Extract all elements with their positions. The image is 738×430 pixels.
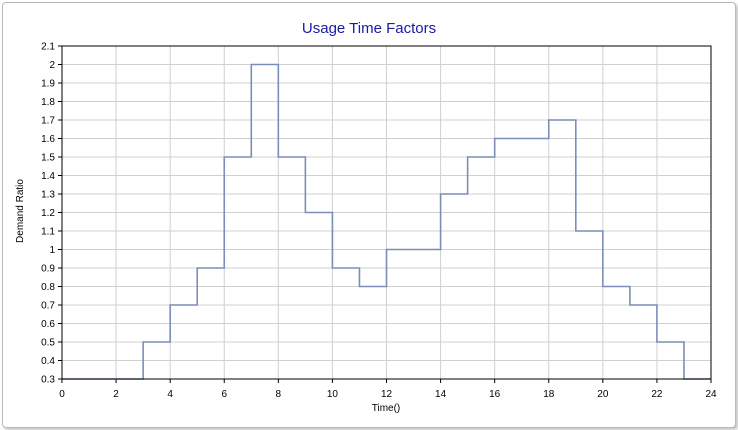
y-tick-label: 0.7 bbox=[41, 301, 55, 312]
y-tick-label: 0.8 bbox=[41, 282, 55, 293]
y-tick-label: 1.2 bbox=[41, 208, 55, 219]
x-tick-label: 18 bbox=[543, 389, 555, 400]
y-tick-label: 2 bbox=[49, 60, 55, 71]
x-tick-label: 6 bbox=[221, 389, 227, 400]
y-tick-label: 1.6 bbox=[41, 134, 55, 145]
x-tick-label: 16 bbox=[489, 389, 501, 400]
y-tick-label: 0.3 bbox=[41, 375, 55, 386]
x-tick-label: 0 bbox=[59, 389, 65, 400]
x-tick-label: 8 bbox=[276, 389, 282, 400]
x-tick-label: 14 bbox=[435, 389, 447, 400]
y-tick-label: 2.1 bbox=[41, 42, 55, 53]
x-tick-label: 12 bbox=[381, 389, 393, 400]
x-tick-label: 4 bbox=[167, 389, 173, 400]
y-tick-label: 0.6 bbox=[41, 319, 55, 330]
x-tick-label: 22 bbox=[651, 389, 663, 400]
series-step-line bbox=[62, 63, 711, 380]
y-tick-label: 1.8 bbox=[41, 97, 55, 108]
series-group bbox=[62, 63, 711, 380]
x-tick-label: 10 bbox=[327, 389, 339, 400]
x-axis-label: Time() bbox=[372, 403, 401, 414]
y-axis-label: Demand Ratio bbox=[15, 179, 26, 243]
x-tick-label: 24 bbox=[705, 389, 717, 400]
x-tick-label: 2 bbox=[113, 389, 119, 400]
y-tick-label: 1.4 bbox=[41, 171, 55, 182]
chart-title: Usage Time Factors bbox=[302, 20, 436, 37]
y-tick-label: 1.1 bbox=[41, 227, 55, 238]
y-tick-label: 1 bbox=[49, 245, 55, 256]
plot-area-border bbox=[61, 45, 712, 380]
y-tick-label: 1.9 bbox=[41, 79, 55, 90]
y-axis-ticks: 0.3 0.4 0.5 0.6 0.7 0.8 0.9 1 1.1 1.2 1.3 1.4 1.5 1.6… bbox=[41, 42, 62, 386]
y-tick-label: 0.9 bbox=[41, 264, 55, 275]
y-tick-label: 1.5 bbox=[41, 153, 55, 164]
grid-lines bbox=[61, 45, 712, 380]
y-tick-label: 1.3 bbox=[41, 190, 55, 201]
y-tick-label: 1.7 bbox=[41, 116, 55, 127]
y-tick-label: 0.4 bbox=[41, 356, 55, 367]
x-axis-ticks: 0 2 4 6 8 10 12 14 16 18 20 22 24 bbox=[59, 379, 717, 400]
y-tick-label: 0.5 bbox=[41, 338, 55, 349]
x-tick-label: 20 bbox=[597, 389, 609, 400]
